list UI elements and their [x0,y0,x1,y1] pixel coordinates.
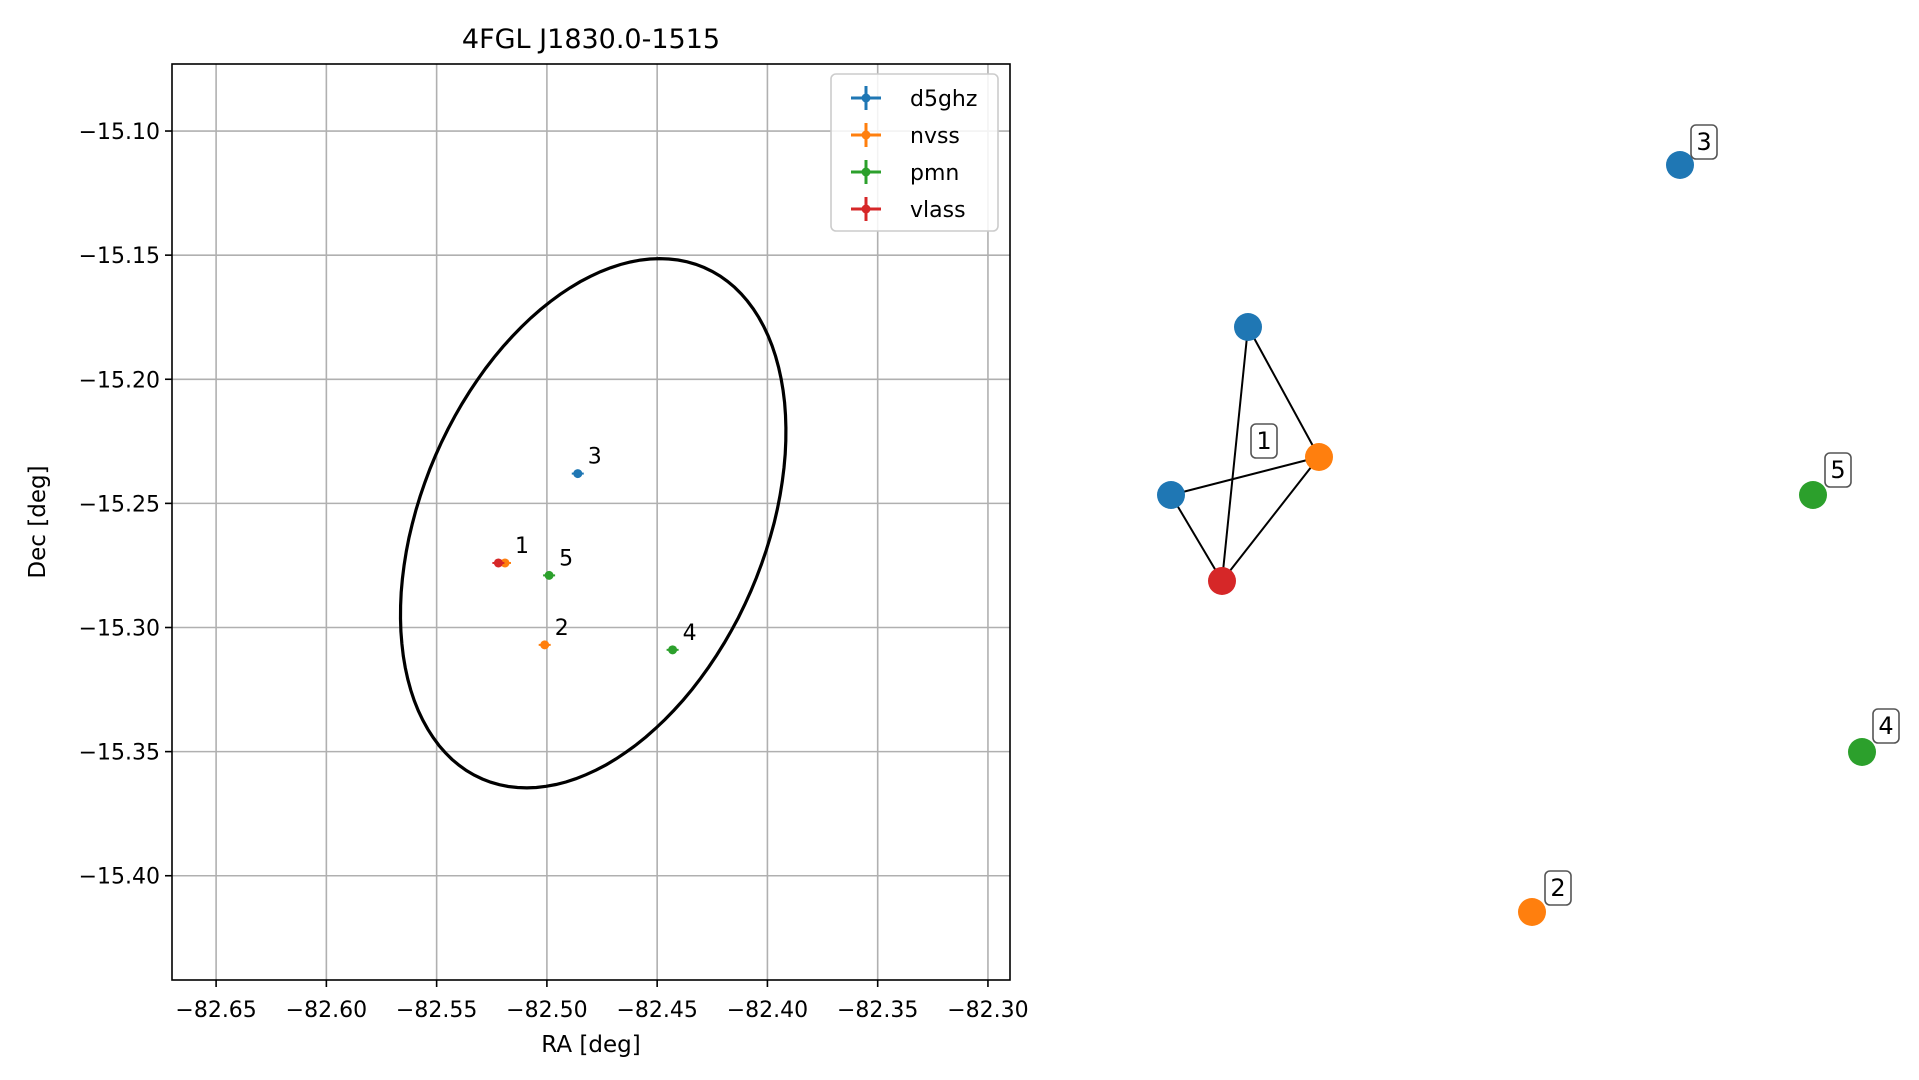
label-box [1690,124,1718,160]
network-edge [1221,326,1249,582]
marker [544,570,554,580]
confidence-ellipse [398,256,788,790]
legend-label: nvss [910,124,960,149]
network-node [1666,151,1694,179]
y-tick-label: −15.30 [79,617,160,642]
marker [573,469,583,479]
point-vlass [492,558,505,568]
network-edge [1221,456,1320,582]
point-d5ghz: 3 [571,445,602,479]
point-pmn: 5 [543,546,573,580]
x-ticks: −82.65 −82.60 −82.55 −82.50 −82.45 −82.40 −82.… [175,980,1029,1023]
network-edge [1247,326,1320,458]
legend-label: vlass [910,198,966,223]
network-node [1848,738,1876,766]
x-tick-label: −82.30 [947,998,1028,1023]
legend-marker [861,167,871,177]
y-tick-label: −15.25 [79,492,160,517]
legend-marker [861,93,871,103]
chart-title: 4FGL J1830.0-1515 [462,24,720,55]
x-tick-label: −82.60 [286,998,367,1023]
point-label: 3 [588,445,602,470]
label-text: 3 [1696,128,1711,156]
y-tick-label: −15.20 [79,368,160,393]
point-label: 4 [683,621,697,646]
label-box [1872,708,1900,744]
y-tick-label: −15.15 [79,244,160,269]
marker [668,645,678,655]
marker [500,558,510,568]
y-tick-label: −15.10 [79,120,160,145]
network-label: 4 [1872,708,1900,744]
x-axis-label: RA [deg] [541,1032,640,1058]
x-tick-label: −82.45 [616,998,697,1023]
legend-marker [861,130,871,140]
legend-marker [861,204,871,214]
plot-frame [171,63,1011,981]
network-edge [1170,494,1223,582]
y-axis-label: Dec [deg] [25,465,51,578]
point-pmn: 4 [666,621,697,655]
label-box [1544,870,1572,906]
legend-label: pmn [910,161,959,186]
network-label: 2 [1544,870,1572,906]
marker [540,640,550,650]
label-text: 5 [1830,456,1845,484]
y-ticks: −15.10 −15.15 −15.20 −15.25 −15.30 −15.35 −15.… [79,120,172,890]
network-label: 3 [1690,124,1718,160]
network-label: 1 [1250,423,1278,459]
network-node [1157,481,1185,509]
x-tick-label: −82.40 [727,998,808,1023]
label-text: 2 [1550,874,1565,902]
label-text: 4 [1878,712,1893,740]
network-node [1305,443,1333,471]
network-node [1518,898,1546,926]
network-node [1208,567,1236,595]
legend-entry: nvss [851,123,960,149]
x-tick-label: −82.55 [396,998,477,1023]
label-box [1250,423,1278,459]
legend-label: d5ghz [910,87,977,112]
network-node [1799,481,1827,509]
x-tick-label: −82.65 [175,998,256,1023]
legend: d5ghz nvss pmn vlass [830,73,999,232]
x-tick-label: −82.50 [506,998,587,1023]
legend-box [830,73,999,232]
grid-lines [172,64,1010,980]
y-tick-label: −15.40 [79,865,160,890]
network-node [1234,313,1262,341]
point-nvss: 1 [498,534,529,568]
y-tick-label: −15.35 [79,741,160,766]
label-box [1824,452,1852,488]
network-label: 5 [1824,452,1852,488]
point-label: 1 [515,534,529,559]
point-label: 5 [559,546,573,571]
data-points: 3 1 2 5 4 [492,445,697,655]
legend-entry: vlass [851,197,966,223]
network-edge [1170,456,1320,496]
legend-entry: d5ghz [851,86,977,112]
network-graph: 1 3 5 4 2 [1157,124,1900,926]
marker [493,558,503,568]
label-text: 1 [1256,427,1271,455]
legend-entry: pmn [851,160,959,186]
point-label: 2 [555,616,569,641]
x-tick-label: −82.35 [837,998,918,1023]
point-nvss: 2 [538,616,569,650]
